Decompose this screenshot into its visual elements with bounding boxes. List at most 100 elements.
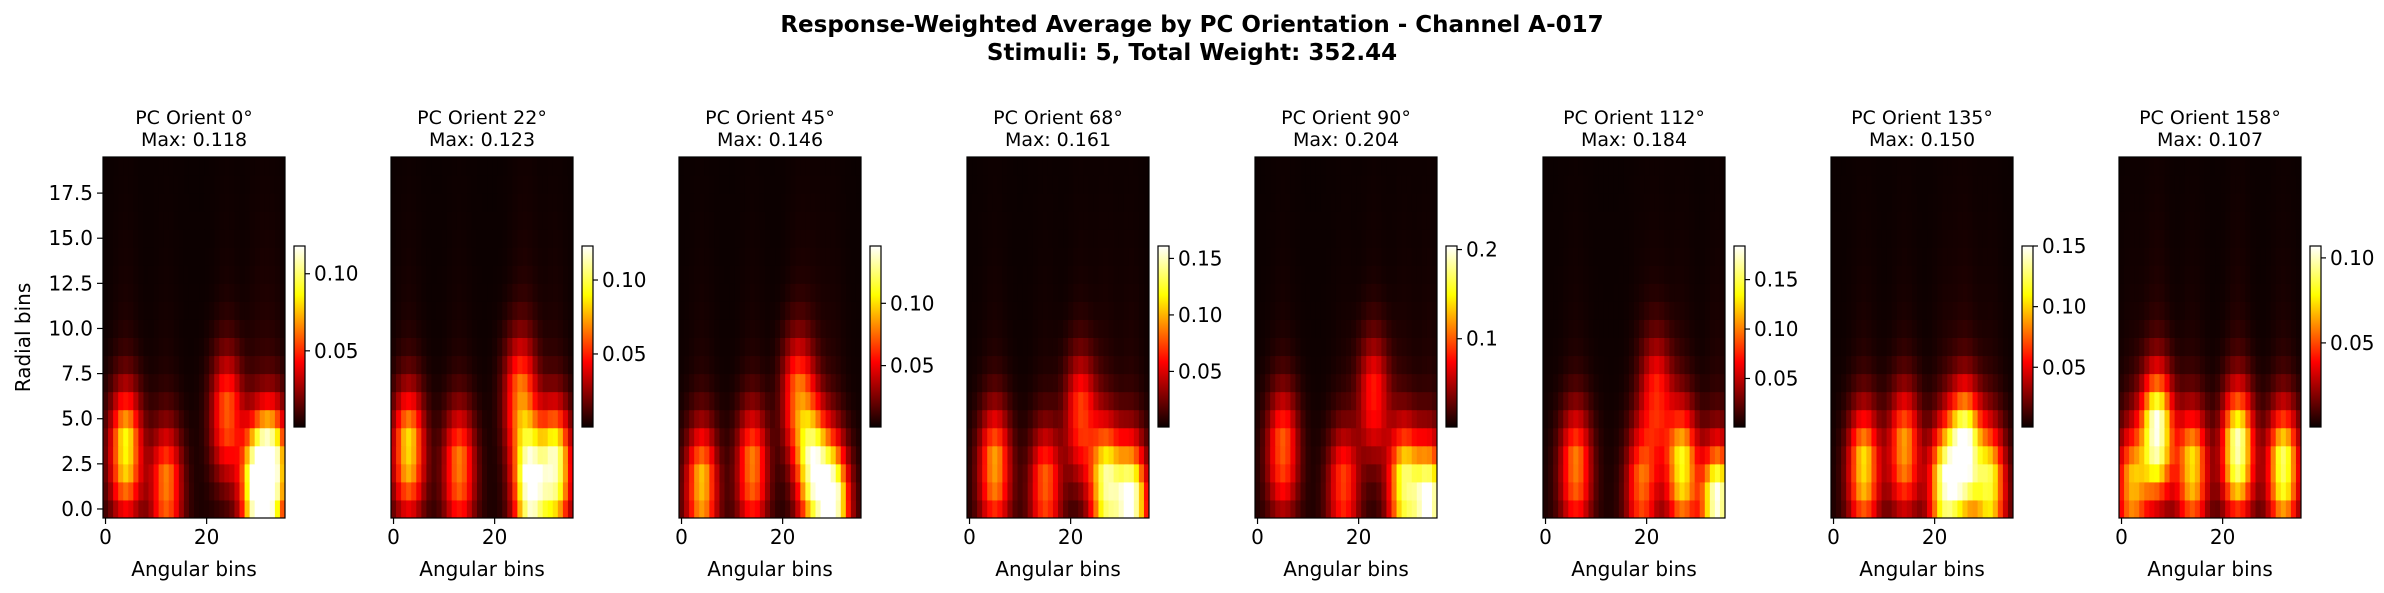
- heatmap-cell: [1078, 319, 1084, 338]
- heatmap-cell: [1305, 391, 1312, 411]
- heatmap-cell: [1426, 391, 1433, 411]
- heatmap-cell: [1108, 283, 1115, 302]
- heatmap-cell: [1947, 319, 1953, 338]
- heatmap-cell: [1260, 283, 1266, 302]
- heatmap-cell: [168, 373, 175, 393]
- heatmap-cell: [850, 193, 857, 212]
- heatmap-cell: [128, 409, 134, 429]
- heatmap-cell: [1573, 373, 1579, 393]
- heatmap-cell: [689, 247, 695, 266]
- heatmap-cell: [239, 157, 246, 176]
- heatmap-cell: [1679, 319, 1686, 338]
- heatmap-cell: [1133, 373, 1140, 393]
- heatmap-cell: [1058, 499, 1064, 519]
- heatmap-cell: [1927, 265, 1933, 284]
- heatmap-cell: [1846, 499, 1852, 519]
- heatmap-cell: [1280, 265, 1286, 284]
- heatmap-cell: [1987, 427, 1994, 447]
- heatmap-cell: [1113, 499, 1120, 519]
- heatmap-cell: [1108, 229, 1115, 248]
- heatmap-cell: [684, 229, 690, 248]
- heatmap-cell: [143, 499, 149, 519]
- heatmap-cell: [1118, 193, 1125, 212]
- heatmap-cell: [214, 283, 220, 302]
- heatmap-cell: [1846, 319, 1852, 338]
- heatmap-cell: [704, 409, 710, 429]
- heatmap-cell: [1992, 409, 1999, 429]
- heatmap-cell: [1598, 211, 1605, 230]
- heatmap-cell: [1275, 373, 1281, 393]
- heatmap-cell: [103, 391, 109, 411]
- heatmap-cell: [1275, 391, 1281, 411]
- heatmap-cell: [199, 175, 205, 194]
- heatmap-cell: [431, 427, 437, 447]
- heatmap-cell: [719, 481, 725, 501]
- heatmap-cell: [719, 247, 725, 266]
- heatmap-cell: [1841, 337, 1847, 357]
- heatmap-cell: [466, 481, 473, 501]
- heatmap-cell: [411, 463, 417, 483]
- heatmap-cell: [1654, 157, 1660, 176]
- heatmap-cell: [497, 337, 503, 357]
- heatmap-cell: [279, 337, 286, 357]
- heatmap-cell: [1052, 229, 1059, 248]
- heatmap-cell: [2002, 373, 2009, 393]
- heatmap-cell: [123, 499, 129, 519]
- heatmap-cell: [1381, 445, 1387, 465]
- heatmap-cell: [199, 157, 205, 176]
- heatmap-cell: [1628, 427, 1635, 447]
- heatmap-cell: [1628, 355, 1635, 375]
- heatmap-cell: [972, 229, 978, 248]
- heatmap-cell: [1901, 499, 1908, 519]
- heatmap-cell: [1002, 193, 1008, 212]
- heatmap-cell: [426, 355, 432, 375]
- colorbar-tick-label: 0.15: [1178, 246, 1223, 270]
- heatmap-cell: [1300, 481, 1307, 501]
- heatmap-cell: [1927, 229, 1933, 248]
- heatmap-cell: [1543, 337, 1549, 357]
- heatmap-cell: [689, 355, 695, 375]
- heatmap-cell: [1694, 283, 1701, 302]
- colorbar-tick-label: 0.10: [890, 291, 935, 315]
- heatmap-cell: [138, 247, 144, 266]
- heatmap-cell: [264, 319, 271, 338]
- heatmap-cell: [684, 445, 690, 465]
- heatmap-cell: [1937, 445, 1943, 465]
- heatmap-cell: [194, 373, 200, 393]
- heatmap-cell: [1927, 355, 1933, 375]
- heatmap-cell: [972, 211, 978, 230]
- heatmap-cell: [810, 409, 816, 429]
- heatmap-cell: [1143, 193, 1150, 212]
- heatmap-cell: [780, 409, 786, 429]
- panel-max-label: Max: 0.123: [429, 129, 535, 151]
- heatmap-cell: [764, 211, 771, 230]
- heatmap-cell: [1426, 355, 1433, 375]
- heatmap-cell: [1997, 427, 2004, 447]
- heatmap-cell: [1664, 301, 1670, 320]
- heatmap-cell: [1679, 445, 1686, 465]
- heatmap-cell: [426, 427, 432, 447]
- heatmap-cell: [699, 265, 705, 284]
- heatmap-cell: [1901, 301, 1908, 320]
- panel-max-label: Max: 0.161: [1005, 129, 1111, 151]
- heatmap-cell: [719, 355, 725, 375]
- heatmap-cell: [204, 463, 210, 483]
- heatmap-cell: [522, 283, 528, 302]
- heatmap-cell: [1310, 463, 1317, 483]
- heatmap-cell: [507, 481, 513, 501]
- heatmap-cell: [1543, 427, 1549, 447]
- heatmap-cell: [1891, 373, 1898, 393]
- heatmap-cell: [704, 157, 710, 176]
- heatmap-cell: [173, 319, 180, 338]
- heatmap-cell: [1972, 337, 1979, 357]
- heatmap-cell: [724, 301, 731, 320]
- heatmap-cell: [173, 301, 180, 320]
- heatmap-cell: [1679, 193, 1686, 212]
- heatmap-cell: [1952, 337, 1958, 357]
- heatmap-cell: [1962, 319, 1968, 338]
- heatmap-cell: [229, 229, 235, 248]
- heatmap-cell: [1927, 463, 1933, 483]
- heatmap-cell: [1639, 463, 1645, 483]
- heatmap-cell: [269, 301, 276, 320]
- heatmap-cell: [1310, 157, 1317, 176]
